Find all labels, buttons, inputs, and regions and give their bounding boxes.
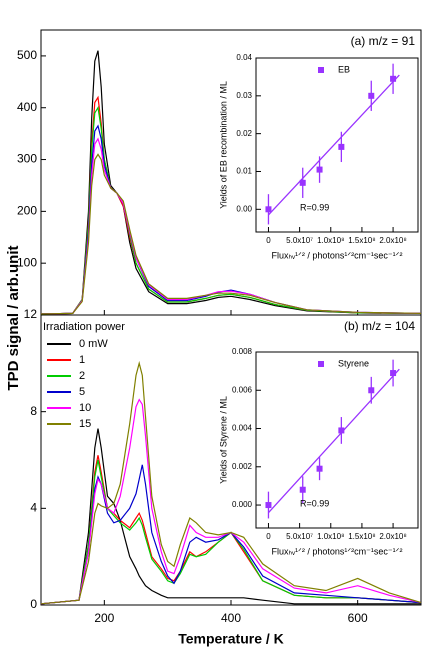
legend-label: 5 [79, 386, 85, 398]
x-tick-label: 600 [348, 611, 368, 625]
legend-marker [318, 67, 324, 73]
x-tick-label: 200 [94, 611, 114, 625]
legend-label: EB [338, 64, 350, 74]
data-point [338, 427, 345, 434]
y-tick-label: 0.00 [236, 204, 252, 213]
y-tick-label: 500 [17, 48, 37, 62]
y-tick-label: 0.04 [236, 53, 252, 62]
y-tick-label: 0.002 [232, 462, 253, 471]
legend-label: 10 [79, 402, 91, 414]
x-axis-label: Fluxₕᵥ¹ᐟ² / photons¹ᐟ²cm⁻¹sec⁻¹ᐟ² [272, 546, 403, 556]
annotation: R=0.99 [300, 202, 329, 212]
panel-label: (a) m/z = 91 [351, 34, 416, 48]
legend-marker [318, 361, 324, 367]
data-point [299, 486, 306, 493]
data-point [265, 206, 272, 213]
x-tick-label: 1.0x10⁸ [317, 236, 344, 245]
data-point [368, 92, 375, 99]
y-tick-label: 0.01 [236, 167, 252, 176]
plot-frame [255, 57, 419, 233]
y-tick-label: 100 [17, 255, 37, 269]
x-tick-label: 1.0x10⁸ [317, 532, 344, 541]
series-line [40, 137, 422, 315]
legend-label: 1 [79, 354, 85, 366]
y-tick-label: 12 [24, 307, 38, 321]
series-line [40, 360, 422, 605]
series-line [40, 105, 422, 315]
data-point [316, 166, 323, 173]
x-tick-label: 1.5x10⁸ [348, 532, 375, 541]
y-tick-label: 0.03 [236, 91, 252, 100]
series-line [40, 153, 422, 315]
data-point [299, 179, 306, 186]
x-tick-label: 0 [266, 236, 271, 245]
fit-line [267, 368, 400, 514]
x-tick-label: 2.0x10⁸ [379, 532, 406, 541]
y-tick-label: 0.006 [232, 385, 253, 394]
x-tick-label: 1.5x10⁸ [348, 236, 375, 245]
fit-line [267, 74, 400, 216]
data-point [390, 75, 397, 82]
data-point [316, 465, 323, 472]
plot-frame [255, 351, 419, 529]
y-tick-label: 0 [30, 597, 37, 611]
series-line [40, 428, 421, 605]
series-line [40, 459, 422, 605]
annotation: R=0.99 [300, 498, 329, 508]
legend-label: 15 [79, 418, 91, 430]
y-axis-label: TPD signal / arb.unit [5, 245, 22, 390]
y-tick-label: 200 [17, 204, 37, 218]
x-axis-label: Fluxₕᵥ¹ᐟ² / photons¹ᐟ²cm⁻¹sec⁻¹ᐟ² [272, 250, 403, 260]
x-tick-label: 400 [221, 611, 241, 625]
y-tick-label: 400 [17, 100, 37, 114]
legend-title: Irradiation power [43, 321, 125, 333]
y-tick-label: 0.008 [232, 347, 253, 356]
legend-label: 0 mW [79, 338, 108, 350]
x-tick-label: 2.0x10⁸ [379, 236, 406, 245]
y-tick-label: 300 [17, 152, 37, 166]
y-tick-label: 8 [30, 404, 37, 418]
data-point [390, 370, 397, 377]
data-point [368, 387, 375, 394]
y-axis-label: Yields of EB recombination / ML [218, 81, 228, 209]
y-axis-label: Yields of Styrene / ML [218, 396, 228, 484]
series-line [40, 398, 422, 605]
panel-label: (b) m/z = 104 [344, 319, 415, 333]
x-tick-label: 5.0x10⁷ [286, 236, 313, 245]
series-line [40, 50, 422, 315]
y-tick-label: 0.000 [232, 500, 253, 509]
x-axis-label: Temperature / K [178, 631, 284, 647]
y-tick-label: 0.02 [236, 129, 252, 138]
data-point [265, 502, 272, 509]
x-tick-label: 0 [266, 532, 271, 541]
x-tick-label: 5.0x10⁷ [286, 532, 313, 541]
data-point [338, 143, 345, 150]
y-tick-label: 4 [30, 501, 37, 515]
legend-label: Styrene [338, 358, 369, 368]
legend-label: 2 [79, 370, 85, 382]
y-tick-label: 0.004 [232, 424, 253, 433]
